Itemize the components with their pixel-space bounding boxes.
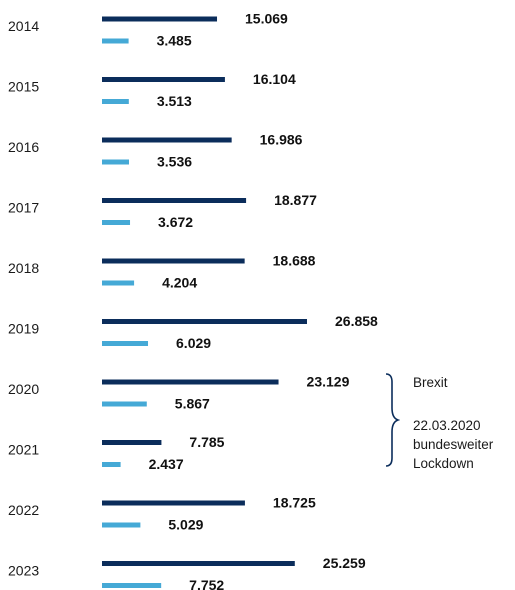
bar-2023-series2 (102, 583, 162, 588)
value-label-2023-series2: 7.752 (189, 577, 224, 590)
value-label-2018-series2: 4.204 (162, 275, 197, 291)
bar-2020-series1 (102, 379, 279, 385)
lockdown-line-1: 22.03.2020 (413, 418, 481, 433)
bar-2014-series1 (102, 16, 218, 22)
value-label-2021-series1: 7.785 (189, 434, 224, 450)
bar-2021-series2 (102, 462, 121, 467)
year-label-2021: 2021 (8, 442, 39, 458)
year-label-2020: 2020 (8, 381, 39, 397)
year-label-2018: 2018 (8, 260, 39, 276)
bar-2016-series1 (102, 137, 232, 143)
bar-2019-series1 (102, 319, 307, 324)
year-label-2023: 2023 (8, 563, 39, 579)
value-label-2014-series2: 3.485 (157, 33, 192, 49)
bar-2017-series2 (102, 220, 131, 225)
value-label-2019-series2: 6.029 (176, 335, 211, 351)
value-label-2018-series1: 18.688 (273, 253, 316, 269)
value-label-2023-series1: 25.259 (323, 555, 366, 571)
lockdown-line-3: Lockdown (413, 456, 474, 471)
year-label-2016: 2016 (8, 139, 39, 155)
bar-2014-series2 (102, 38, 129, 44)
value-label-2016-series1: 16.986 (260, 132, 303, 148)
year-label-2014: 2014 (8, 18, 39, 34)
annotation-brexit: Brexit (413, 373, 448, 392)
bar-2019-series2 (102, 341, 149, 346)
value-label-2016-series2: 3.536 (157, 154, 192, 170)
bar-2018-series2 (102, 280, 135, 286)
value-label-2021-series2: 2.437 (149, 456, 184, 472)
annotation-lockdown: 22.03.2020 bundesweiter Lockdown (413, 416, 493, 473)
year-label-2017: 2017 (8, 200, 39, 216)
year-label-2022: 2022 (8, 502, 39, 518)
bar-2022-series2 (102, 522, 141, 528)
bar-2017-series1 (102, 198, 247, 203)
bar-2022-series1 (102, 500, 245, 506)
bar-2023-series1 (102, 561, 295, 566)
bar-2018-series1 (102, 258, 245, 264)
annotation-brace (385, 373, 400, 467)
bar-2016-series2 (102, 159, 129, 165)
value-label-2014-series1: 15.069 (245, 11, 288, 27)
value-label-2022-series2: 5.029 (168, 517, 203, 533)
value-label-2017-series1: 18.877 (274, 192, 317, 208)
bar-2020-series2 (102, 401, 147, 407)
bar-2015-series1 (102, 77, 225, 82)
lockdown-line-2: bundesweiter (413, 437, 494, 452)
bar-2015-series2 (102, 99, 129, 104)
bar-2021-series1 (102, 440, 162, 445)
value-label-2019-series1: 26.858 (335, 313, 378, 329)
value-label-2020-series1: 23.129 (307, 374, 350, 390)
brexit-text: Brexit (413, 375, 448, 390)
value-label-2015-series1: 16.104 (253, 71, 296, 87)
year-label-2019: 2019 (8, 321, 39, 337)
value-label-2017-series2: 3.672 (158, 214, 193, 230)
value-label-2020-series2: 5.867 (175, 396, 210, 412)
year-label-2015: 2015 (8, 79, 39, 95)
value-label-2022-series1: 18.725 (273, 495, 316, 511)
value-label-2015-series2: 3.513 (157, 93, 192, 109)
